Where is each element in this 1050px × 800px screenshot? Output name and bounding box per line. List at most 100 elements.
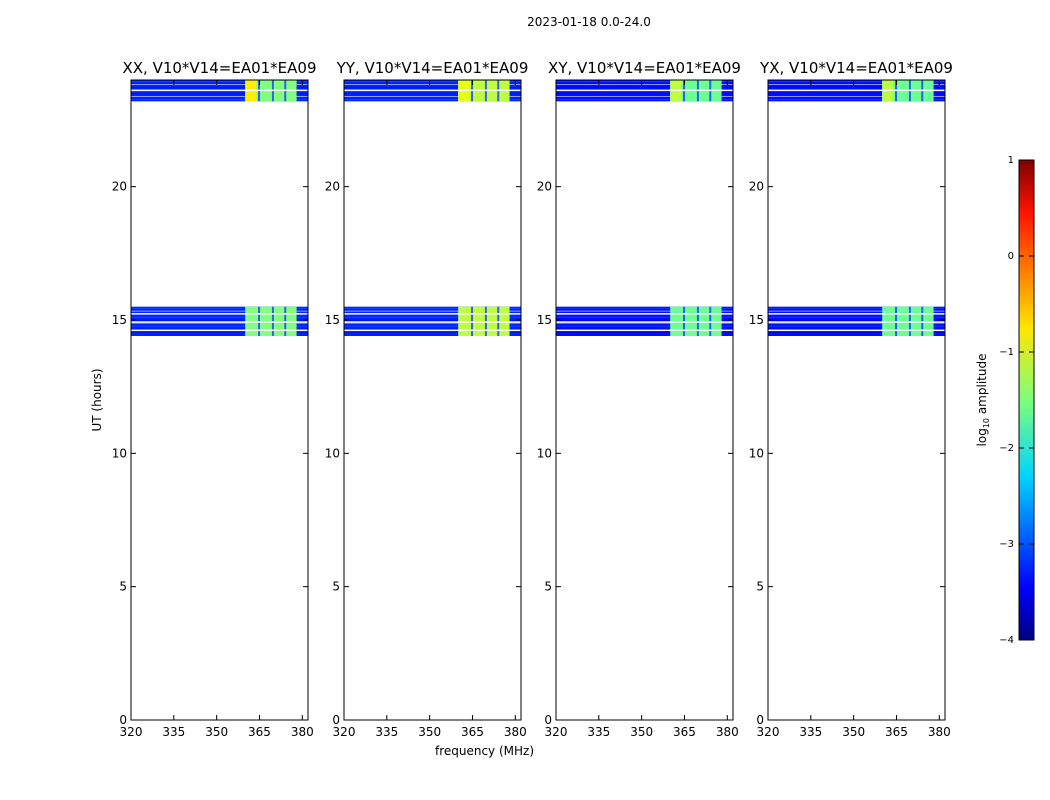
band-stripe [344, 328, 521, 330]
band-stripe [556, 331, 733, 333]
y-tick-label: 20 [325, 180, 340, 194]
band-stripe [768, 331, 945, 333]
x-tick-label: 350 [630, 725, 653, 739]
x-tick-label: 365 [248, 725, 271, 739]
band-stripe [344, 81, 521, 82]
colorbar-tick-label: −1 [999, 347, 1014, 358]
band-stripe [556, 99, 733, 100]
band-stripe [556, 325, 733, 327]
band-stripe [131, 322, 308, 324]
band-stripe [556, 93, 733, 94]
y-axis-label: UT (hours) [90, 368, 104, 431]
plot-area [768, 80, 945, 720]
x-tick-label: 335 [375, 725, 398, 739]
y-tick-label: 5 [756, 580, 764, 594]
colorbar-ticks: 1 0 −1 −2 −3 −4 [999, 155, 1034, 646]
band-stripe [344, 84, 521, 85]
colorbar-tick-label: 1 [1008, 155, 1014, 166]
band-stripe [344, 316, 521, 318]
panel-title: XX, V10*V14=EA01*EA09 [122, 59, 316, 77]
panel-title: YX, V10*V14=EA01*EA09 [759, 59, 953, 77]
hot-region [882, 306, 934, 336]
band-stripe [768, 316, 945, 318]
hot-notch [683, 306, 686, 336]
x-tick-label: 365 [461, 725, 484, 739]
band-gap [344, 89, 521, 92]
band-stripe [344, 331, 521, 333]
colorbar-tick-label: −2 [999, 443, 1014, 454]
hot-notch [284, 306, 287, 336]
band-stripe [131, 99, 308, 100]
colorbar-gradient [1018, 159, 1035, 641]
x-tick-label: 320 [333, 725, 356, 739]
band-gap [344, 321, 521, 323]
band-gap [131, 89, 308, 92]
band-stripe [556, 96, 733, 97]
band-stripe [768, 310, 945, 312]
y-tick-label: 10 [112, 446, 127, 460]
plot-frame [767, 79, 946, 721]
band-gap [556, 89, 733, 92]
x-tick-label: 380 [716, 725, 739, 739]
band-stripe [556, 316, 733, 318]
band-stripe [344, 307, 521, 309]
plot-area [556, 80, 733, 720]
band-stripe [768, 319, 945, 321]
band-gap [768, 313, 945, 315]
band-stripe [344, 319, 521, 321]
panel-2: 320 335 350 365 380 0 5 10 15 20 XY, V10*V14=EA01*… [537, 59, 741, 739]
band-gap [344, 329, 521, 332]
band-stripe [556, 322, 733, 324]
band-stripe [131, 84, 308, 85]
hot-notch [908, 306, 911, 336]
hot-region [458, 306, 510, 336]
band-stripe [768, 99, 945, 100]
hot-notch [484, 306, 487, 336]
y-tick-label: 20 [112, 180, 127, 194]
x-tick-label: 320 [545, 725, 568, 739]
band-stripe [556, 87, 733, 88]
band-stripe [131, 325, 308, 327]
band-stripe [556, 84, 733, 85]
plot-frame [130, 79, 309, 721]
y-tick-label: 0 [544, 713, 552, 727]
band-stripe [344, 87, 521, 88]
band-stripe [344, 99, 521, 100]
x-tick-label: 335 [799, 725, 822, 739]
x-tick-label: 380 [928, 725, 951, 739]
panel-title: YY, V10*V14=EA01*EA09 [336, 59, 529, 77]
band-gap [131, 321, 308, 323]
x-tick-label: 350 [842, 725, 865, 739]
band-stripe [131, 310, 308, 312]
y-tick-label: 10 [325, 446, 340, 460]
panel-title: XY, V10*V14=EA01*EA09 [548, 59, 741, 77]
band-stripe [556, 81, 733, 82]
band-gap [344, 313, 521, 315]
band-gap [131, 313, 308, 315]
band-gap [556, 329, 733, 332]
x-tick-label: 365 [673, 725, 696, 739]
hot-notch [709, 306, 712, 336]
band-stripe [556, 307, 733, 309]
y-tick-label: 10 [537, 446, 552, 460]
band-stripe [344, 310, 521, 312]
band-stripe [131, 316, 308, 318]
x-tick-label: 380 [504, 725, 527, 739]
hot-notch [258, 306, 261, 336]
band-stripe [768, 322, 945, 324]
hot-notch [895, 306, 898, 336]
band-stripe [768, 84, 945, 85]
hot-region [670, 306, 722, 336]
x-tick-label: 320 [757, 725, 780, 739]
panel-3: 320 335 350 365 380 0 5 10 15 20 YX, V10*V14=EA01*… [749, 59, 953, 739]
plot-area [344, 80, 521, 720]
band-stripe [131, 331, 308, 333]
band-stripe [344, 325, 521, 327]
plot-frame [555, 79, 734, 721]
y-tick-label: 15 [537, 313, 552, 327]
band-gap [556, 313, 733, 315]
plot-area [131, 80, 308, 720]
band-stripe [344, 96, 521, 97]
figure-title: 2023-01-18 0.0-24.0 [527, 15, 651, 29]
